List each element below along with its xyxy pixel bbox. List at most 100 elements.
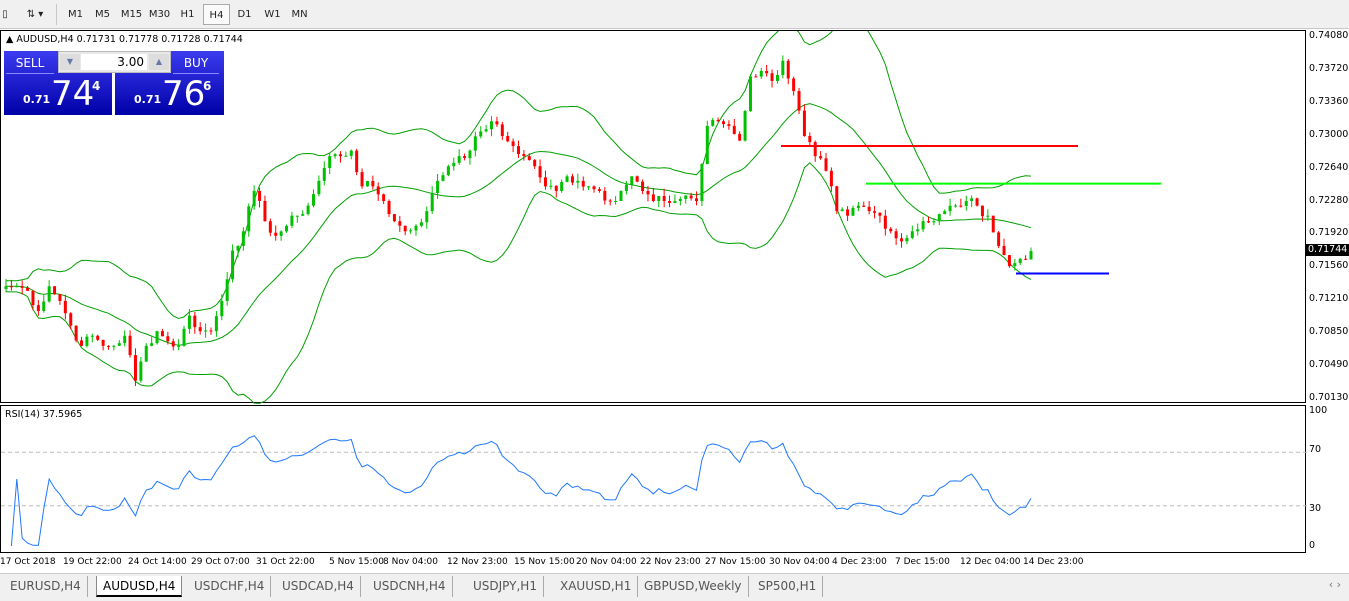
candle-body	[522, 154, 526, 157]
candle-body	[813, 142, 817, 157]
time-tick: 31 Oct 22:00	[256, 557, 315, 567]
chart-tab[interactable]: USDCAD,H4	[276, 576, 361, 597]
candle-body	[630, 176, 634, 185]
chart-tab[interactable]: XAUUSD,H1	[554, 576, 639, 597]
candle-body	[517, 146, 520, 155]
time-tick: 27 Nov 15:00	[705, 557, 766, 567]
buy-price-prefix: 0.71	[134, 93, 162, 106]
candle-body	[943, 211, 947, 215]
candle-body	[279, 231, 283, 236]
price-tick: 0.72640	[1309, 162, 1349, 173]
candle-body	[624, 184, 628, 191]
chart-tab[interactable]: USDCNH,H4	[367, 576, 453, 597]
symbol-label: AUDUSD,H4	[16, 34, 74, 45]
timeframe-h4[interactable]: H4	[203, 4, 230, 25]
timeframe-mn[interactable]: MN	[291, 9, 308, 20]
collapse-triangle-icon[interactable]: ▲	[6, 34, 14, 45]
candle-body	[538, 166, 542, 178]
candle-body	[511, 141, 515, 147]
chart-tab[interactable]: USDCHF,H4	[188, 576, 272, 597]
time-tick: 14 Dec 23:00	[1023, 557, 1084, 567]
candle-body	[932, 221, 936, 223]
candle-body	[668, 201, 672, 203]
candle-body	[786, 60, 790, 79]
candle-body	[905, 237, 909, 242]
candle-body	[333, 154, 337, 157]
price-tick: 0.70850	[1309, 326, 1349, 337]
time-tick: 24 Oct 14:00	[128, 557, 187, 567]
candle-body	[862, 205, 866, 207]
candle-body	[651, 194, 655, 202]
candle-body	[770, 73, 774, 81]
candle-body	[975, 198, 979, 206]
candle-body	[921, 221, 925, 230]
candle-body	[597, 189, 601, 191]
timeframe-m1[interactable]: M1	[68, 9, 83, 20]
candle-body	[425, 211, 429, 223]
timeframe-m5[interactable]: M5	[95, 9, 110, 20]
candle-body	[986, 215, 990, 217]
candle-body	[554, 185, 558, 191]
candle-body	[231, 250, 235, 280]
candle-body	[856, 205, 860, 208]
candle-body	[560, 181, 564, 191]
candle-body	[430, 193, 434, 212]
rsi-panel[interactable]: RSI(14) 37.5965	[0, 405, 1307, 553]
price-tick: 0.71560	[1309, 260, 1349, 271]
line-tools-dropdown-icon[interactable]: ⇅ ▾	[26, 9, 44, 20]
rsi-tick: 0	[1309, 540, 1316, 551]
candle-body	[133, 355, 137, 381]
timeframe-m15[interactable]: M15	[120, 9, 143, 20]
candle-body	[9, 286, 13, 288]
candle-body	[948, 205, 952, 212]
price-tick: 0.70490	[1309, 359, 1349, 370]
chart-tab[interactable]: SP500,H1	[752, 576, 824, 597]
candle-body	[112, 345, 116, 347]
price-tick: 0.70130	[1309, 392, 1349, 403]
lot-decrease-icon[interactable]: ▼	[60, 54, 80, 70]
candle-body	[754, 76, 758, 78]
chart-tab[interactable]: EURUSD,H4	[4, 576, 88, 597]
crosshair-icon[interactable]: ▯	[2, 9, 8, 20]
candle-body	[878, 212, 882, 216]
candle-body	[247, 206, 251, 232]
chart-tab[interactable]: USDJPY,H1	[467, 576, 544, 597]
chart-tab[interactable]: AUDUSD,H4	[96, 576, 183, 597]
candle-body	[808, 135, 812, 143]
sell-price-pip: 4	[92, 79, 101, 93]
rsi-tick: 70	[1309, 444, 1322, 455]
candle-body	[576, 180, 580, 183]
timeframe-m30[interactable]: M30	[148, 9, 171, 20]
sell-price-big: 74	[51, 74, 95, 114]
toolbar: ▯ ⇅ ▾ M1 M5 M15 M30 H1 H4 D1 W1 MN	[0, 0, 1349, 29]
candle-body	[268, 221, 272, 233]
rsi-canvas	[1, 435, 1307, 547]
candle-body	[295, 215, 299, 217]
timeframe-d1[interactable]: D1	[237, 9, 252, 20]
chart-tab[interactable]: GBPUSD,Weekly	[638, 576, 749, 597]
timeframe-w1[interactable]: W1	[264, 9, 281, 20]
candle-body	[301, 214, 305, 216]
candle-body	[376, 186, 380, 195]
tab-scroll-arrows-icon[interactable]: ‹ ›	[1328, 578, 1341, 591]
candle-body	[452, 162, 456, 167]
candle-body	[759, 70, 763, 77]
sell-price-prefix: 0.71	[23, 93, 51, 106]
candle-body	[705, 125, 709, 165]
candle-body	[506, 135, 510, 142]
candle-body	[1018, 258, 1022, 264]
candle-body	[565, 176, 569, 182]
candle-body	[1002, 245, 1006, 256]
lot-size-input[interactable]: 3.00	[81, 54, 147, 70]
candle-body	[484, 129, 488, 132]
candle-body	[258, 190, 262, 201]
candle-body	[775, 74, 779, 81]
lot-increase-icon[interactable]: ▲	[149, 54, 169, 70]
timeframe-h1[interactable]: H1	[180, 9, 195, 20]
candle-body	[959, 205, 963, 207]
bollinger-upper	[5, 31, 1032, 320]
candle-body	[1024, 258, 1028, 260]
candle-body	[220, 300, 224, 317]
candle-body	[96, 335, 100, 340]
candle-body	[15, 286, 19, 288]
